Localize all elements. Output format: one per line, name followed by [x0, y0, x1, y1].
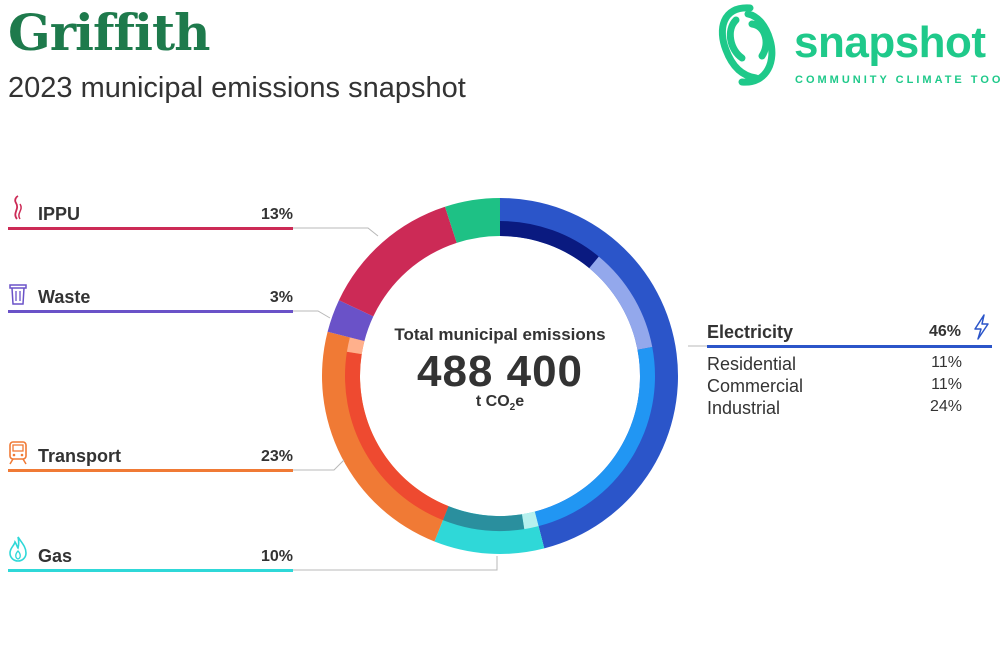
unit-prefix: t CO [475, 393, 510, 410]
sub-percent: 11% [931, 354, 962, 371]
flame-icon [9, 536, 27, 562]
category-bar [707, 345, 992, 348]
category-name: Gas [38, 546, 73, 566]
donut-sub-slice [344, 351, 449, 521]
category-percent: 3% [269, 289, 293, 306]
category-bar [8, 469, 293, 472]
leader-line [293, 227, 379, 237]
donut-sub-slice [521, 511, 539, 530]
smoke-icon [14, 195, 22, 220]
snapshot-logo-mark [718, 4, 776, 86]
lightning-icon [974, 314, 989, 340]
sub-percent: 11% [931, 376, 962, 393]
donut-sub-slice [346, 337, 365, 355]
total-label: Total municipal emissions [394, 325, 606, 344]
unit-suffix: e [515, 393, 525, 410]
donut-sub-slice [500, 221, 599, 269]
category-percent: 23% [260, 448, 293, 465]
donut-slice [338, 206, 457, 317]
train-icon [9, 441, 27, 465]
leader-line [293, 459, 345, 471]
category-name: Waste [38, 287, 91, 307]
donut-sub-slice [442, 506, 525, 531]
category-percent: 46% [929, 323, 962, 340]
logo-wordmark: snapshot [794, 18, 986, 67]
logo-tagline: COMMUNITY CLIMATE TOOL [795, 74, 1000, 86]
category-bar [8, 310, 293, 313]
category-name: IPPU [38, 204, 81, 224]
donut-slice [444, 198, 500, 243]
page-subtitle: 2023 municipal emissions snapshot [8, 72, 466, 104]
electricity-sub-residential: Residential 11% [707, 354, 962, 375]
category-bar [8, 569, 293, 572]
electricity-sub-commercial: Commercial 11% [707, 376, 962, 397]
category-bar [8, 227, 293, 230]
leader-line [293, 310, 331, 319]
category-gas: Gas 10% [8, 536, 293, 572]
snapshot-logo: snapshot COMMUNITY CLIMATE TOOL [712, 0, 1000, 92]
category-percent: 10% [260, 548, 293, 565]
sub-percent: 24% [929, 398, 962, 415]
category-name: Electricity [707, 322, 794, 342]
category-transport: Transport 23% [8, 440, 293, 472]
category-ippu: IPPU 13% [8, 195, 293, 230]
donut-sub-slice [589, 256, 653, 350]
page-title: Griffith [8, 3, 210, 62]
electricity-sub-industrial: Industrial 24% [707, 398, 962, 419]
sub-name: Industrial [707, 398, 781, 418]
category-percent: 13% [260, 206, 293, 223]
donut-slice [327, 300, 374, 342]
bin-icon [9, 284, 27, 305]
donut-slice [500, 198, 679, 549]
category-waste: Waste 3% [8, 281, 293, 313]
sub-name: Commercial [707, 376, 804, 396]
donut-sub-slice [534, 346, 655, 527]
total-value: 488 400 [416, 347, 584, 396]
unit-subscript: 2 [509, 402, 516, 414]
donut-center: Total municipal emissions 488 400 t CO2e [380, 325, 620, 413]
sub-name: Residential [707, 354, 797, 374]
total-unit: t CO2e [380, 393, 620, 413]
category-name: Transport [38, 446, 122, 466]
leader-line [293, 556, 498, 571]
